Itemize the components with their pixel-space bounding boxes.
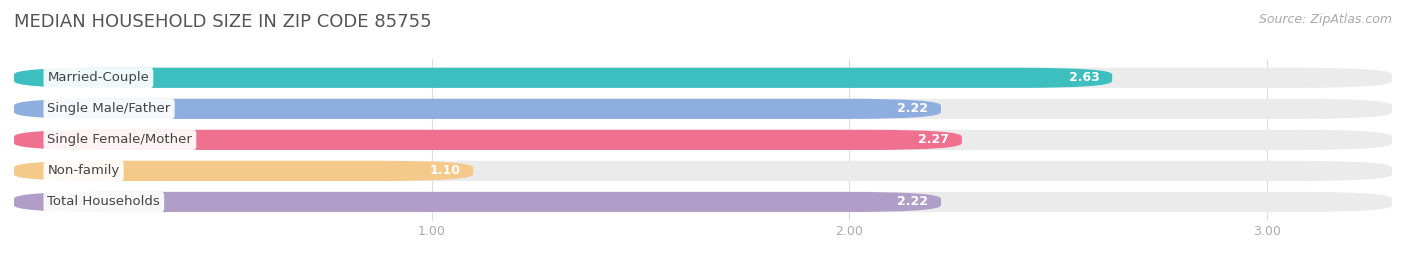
Text: 1.10: 1.10 — [430, 164, 461, 178]
Text: Single Male/Father: Single Male/Father — [48, 102, 170, 115]
Text: MEDIAN HOUSEHOLD SIZE IN ZIP CODE 85755: MEDIAN HOUSEHOLD SIZE IN ZIP CODE 85755 — [14, 13, 432, 31]
Text: 2.63: 2.63 — [1069, 71, 1099, 84]
FancyBboxPatch shape — [14, 130, 1392, 150]
FancyBboxPatch shape — [14, 161, 1392, 181]
FancyBboxPatch shape — [14, 99, 941, 119]
FancyBboxPatch shape — [14, 161, 474, 181]
Text: Single Female/Mother: Single Female/Mother — [48, 133, 193, 146]
FancyBboxPatch shape — [14, 192, 941, 212]
Text: 2.22: 2.22 — [897, 102, 928, 115]
Text: 2.22: 2.22 — [897, 196, 928, 208]
Text: Married-Couple: Married-Couple — [48, 71, 149, 84]
FancyBboxPatch shape — [14, 68, 1392, 88]
FancyBboxPatch shape — [14, 68, 1112, 88]
FancyBboxPatch shape — [14, 130, 962, 150]
Text: Total Households: Total Households — [48, 196, 160, 208]
Text: Non-family: Non-family — [48, 164, 120, 178]
Text: 2.27: 2.27 — [918, 133, 949, 146]
FancyBboxPatch shape — [14, 99, 1392, 119]
Text: Source: ZipAtlas.com: Source: ZipAtlas.com — [1258, 13, 1392, 26]
FancyBboxPatch shape — [14, 192, 1392, 212]
